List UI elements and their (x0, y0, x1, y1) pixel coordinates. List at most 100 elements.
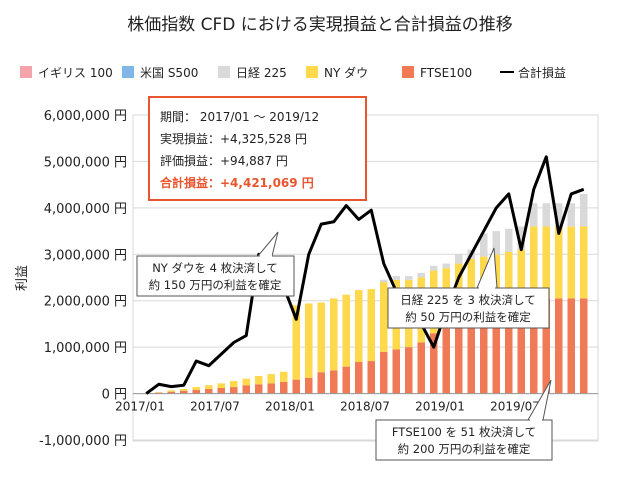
callout-nikkei: 日経 225 を 3 枚決済して 約 50 万円の利益を確定 (387, 247, 550, 329)
bar-segment (530, 226, 538, 299)
total-line-group (145, 155, 585, 395)
bar-segment (505, 251, 513, 313)
legend-label: FTSE100 (420, 66, 472, 80)
bar-segment (542, 226, 550, 299)
bar-segment (530, 203, 538, 227)
bar-segment (305, 377, 313, 394)
bar-segment (167, 391, 175, 394)
bar-segment (330, 370, 338, 394)
x-tick-label: 2019/01 (415, 400, 465, 414)
bar-segment (292, 379, 300, 394)
y-tick-label: 4,000,000 円 (44, 202, 127, 217)
bar-segment (405, 276, 413, 280)
bar-segment (530, 298, 538, 394)
summary-realized: 実現損益：+4,325,528 円 (160, 131, 307, 146)
chart-legend: イギリス 100 米国 S500 日経 225 NY ダウ FTSE100 合計損益 (20, 65, 566, 80)
bar-segment (455, 323, 463, 394)
chart-title: 株価指数 CFD における実現損益と合計損益の推移 (127, 15, 513, 35)
y-tick-label: 6,000,000 円 (44, 109, 127, 124)
bar-segment (355, 362, 363, 394)
legend-label: 合計損益 (518, 65, 566, 80)
y-tick-label: 3,000,000 円 (44, 248, 127, 263)
bar-segment (417, 342, 425, 394)
callout-nydow-box (136, 255, 295, 297)
legend-item: イギリス 100 (20, 66, 113, 80)
bar-segment (542, 203, 550, 227)
callout-nydow: NY ダウを 4 枚決済して 約 150 万円の利益を確定 (136, 231, 295, 297)
y-axis-label: 利益 (15, 265, 30, 291)
plot-area: -1,000,000 円 0 円 1,000,000 円 2,000,000 円 3,0… (39, 109, 599, 449)
bar-segment (492, 314, 500, 394)
bar-segment (480, 316, 488, 394)
bar-segment (342, 366, 350, 394)
bar-segment (567, 226, 575, 299)
bar-segment (392, 276, 400, 280)
bar-segment (380, 279, 388, 283)
y-tick-label: 5,000,000 円 (44, 155, 127, 170)
bar-segment (467, 319, 475, 394)
callout-nikkei-line1: 日経 225 を 3 枚決済して (400, 293, 536, 307)
bar-segment (255, 384, 263, 394)
bar-segment (380, 282, 388, 352)
callout-nydow-pointer (256, 231, 279, 257)
x-tick-label: 2018/01 (265, 400, 315, 414)
bar-segment (517, 310, 525, 394)
bar-segment (442, 328, 450, 394)
x-axis-ticks: 2017/01 2017/07 2018/01 2018/07 2019/01 2019/… (115, 400, 540, 414)
bar-segment (255, 375, 263, 385)
bar-segment (430, 265, 438, 271)
y-tick-label: 2,000,000 円 (44, 295, 127, 310)
callout-ftse: FTSE100 を 51 枚決済して 約 200 万円の利益を確定 (375, 379, 553, 461)
legend-label: 日経 225 (236, 66, 287, 80)
bar-segment (580, 193, 588, 227)
bar-segment (292, 305, 300, 380)
bar-segment (205, 388, 213, 394)
bar-segment (192, 387, 200, 390)
x-tick-label: 2017/07 (190, 400, 240, 414)
y-tick-label: 1,000,000 円 (44, 341, 127, 356)
legend-item: 日経 225 (218, 66, 287, 80)
bar-segment (167, 390, 175, 392)
y-tick-label: 0 円 (102, 388, 127, 403)
bar-segment (230, 381, 238, 388)
bar-segment (405, 347, 413, 394)
bar-segment (180, 388, 188, 391)
legend-label: イギリス 100 (38, 66, 113, 80)
bar-segment (180, 390, 188, 394)
bar-segment (342, 294, 350, 367)
legend-swatch (218, 66, 230, 78)
legend-swatch (20, 66, 32, 78)
bar-segment (542, 298, 550, 394)
y-tick-label: -1,000,000 円 (39, 434, 127, 449)
bar-segment (567, 298, 575, 394)
bar-segment (280, 371, 288, 382)
legend-item: FTSE100 (402, 66, 472, 80)
bar-segment (355, 290, 363, 362)
bar-segment (267, 383, 275, 394)
bar-segment (492, 231, 500, 255)
bar-segment (455, 254, 463, 264)
bar-segment (430, 333, 438, 394)
x-tick-label: 2019/07 (490, 400, 540, 414)
bar-segment (392, 349, 400, 394)
legend-swatch (122, 66, 134, 78)
bar-segment (305, 303, 313, 378)
bar-segment (367, 289, 375, 362)
callout-nydow-line1: NY ダウを 4 枚決済して (152, 261, 278, 275)
summary-period: 期間： 2017/01 ～ 2019/12 (160, 110, 319, 124)
bar-segment (217, 388, 225, 394)
callout-ftse-box (375, 419, 553, 461)
bar-segment (580, 226, 588, 299)
bar-segment (442, 263, 450, 269)
bar-segment (205, 385, 213, 389)
bar-segment (555, 226, 563, 299)
callout-ftse-line2: 約 200 万円の利益を確定 (398, 442, 531, 456)
bar-segment (267, 374, 275, 384)
legend-swatch (306, 66, 318, 78)
bar-segment (367, 361, 375, 394)
bar-segment (555, 203, 563, 227)
summary-unrealized: 評価損益：+94,887 円 (160, 153, 288, 168)
x-tick-label: 2017/01 (115, 400, 165, 414)
bar-segment (380, 351, 388, 394)
